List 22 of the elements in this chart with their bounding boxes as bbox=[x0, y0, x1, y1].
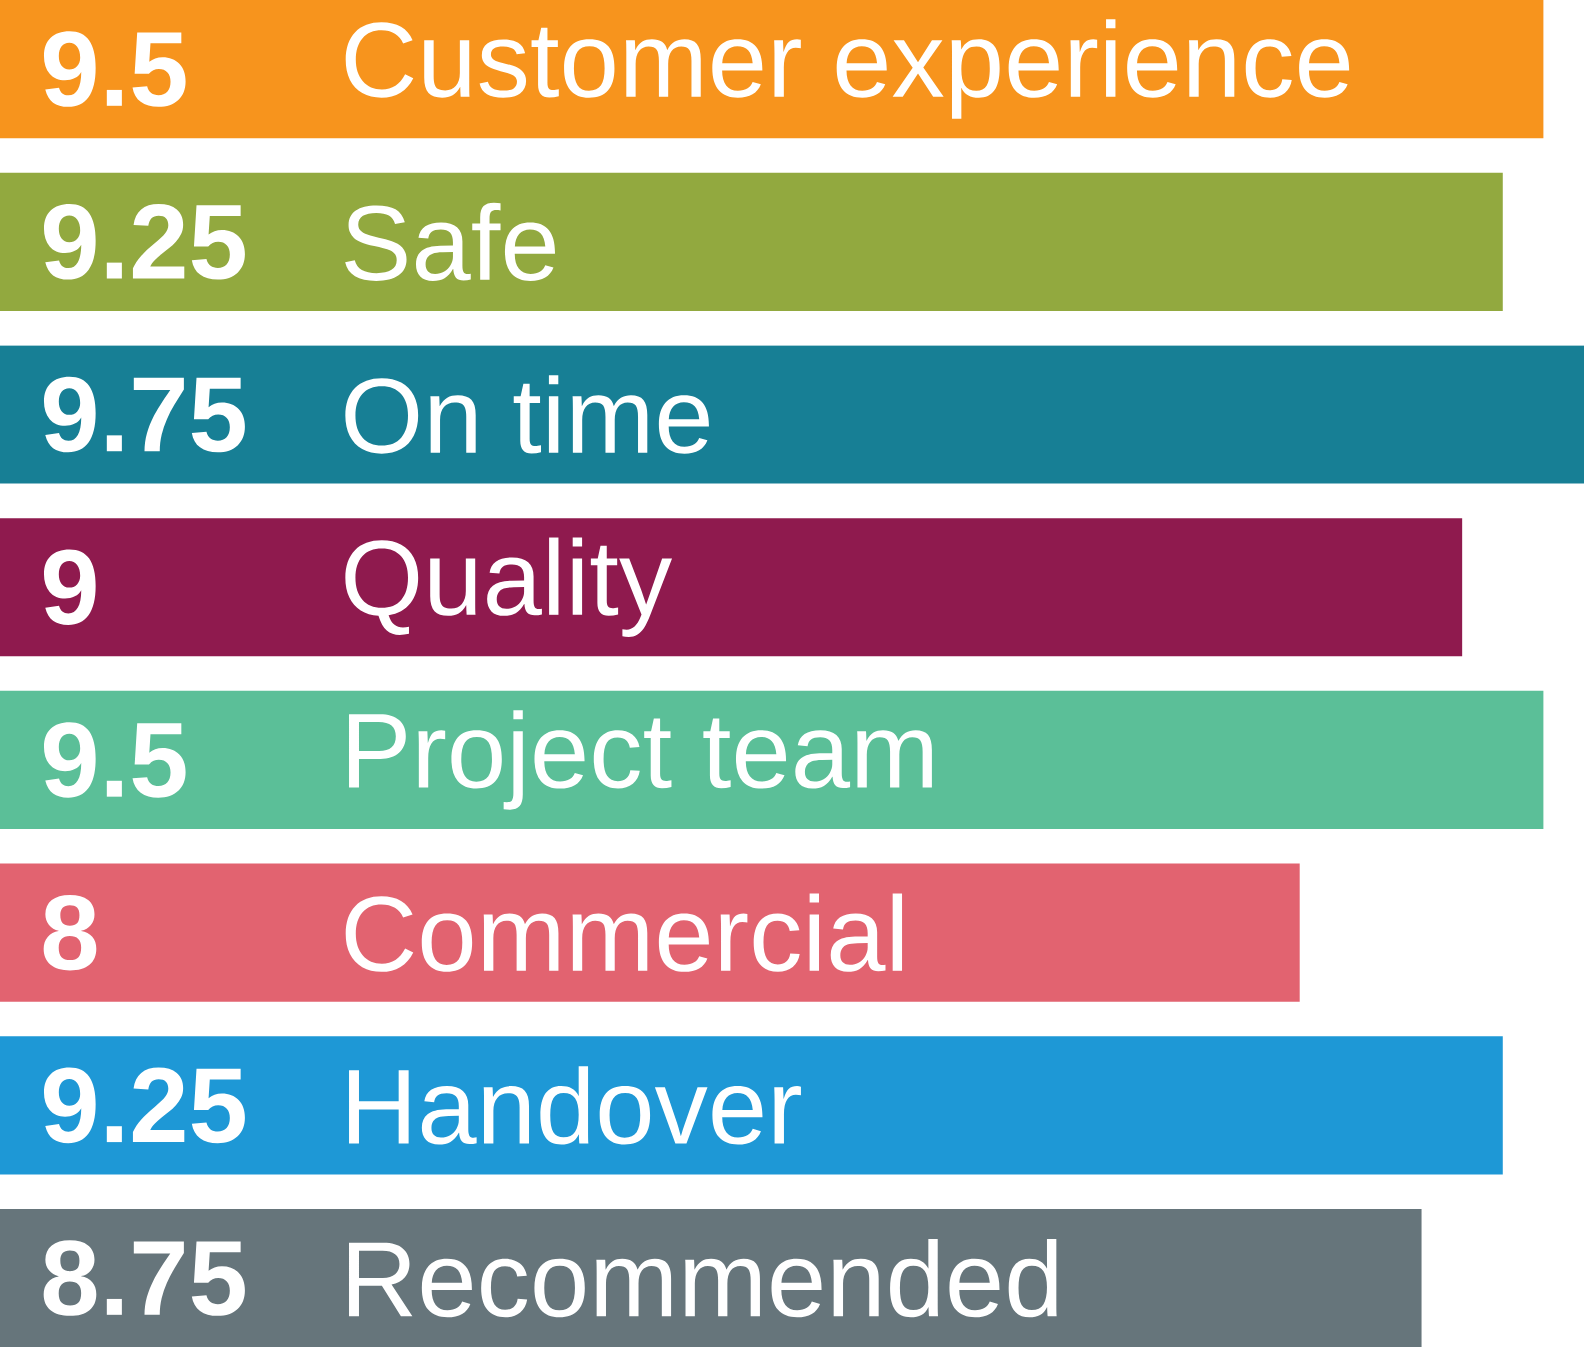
y-tick-label: On time bbox=[345, 375, 709, 454]
y-tick-label: Recommended bbox=[349, 1238, 1057, 1318]
y-tick-label: Commercial bbox=[345, 893, 903, 972]
y-tick-label: Customer experience bbox=[345, 19, 1350, 119]
data-label: 9 bbox=[43, 549, 96, 625]
data-label: 9.5 bbox=[43, 722, 186, 798]
data-label: 9.25 bbox=[43, 1067, 245, 1144]
bar bbox=[0, 518, 1463, 657]
data-label: 9.25 bbox=[43, 203, 245, 280]
bar bbox=[0, 172, 1503, 311]
y-tick-label: Project team bbox=[349, 710, 932, 810]
data-label: 9.5 bbox=[43, 31, 186, 107]
data-label: 9.75 bbox=[43, 376, 245, 453]
bar bbox=[0, 345, 1584, 484]
bar bbox=[0, 1036, 1503, 1175]
data-label: 8.75 bbox=[43, 1240, 245, 1316]
y-tick-label: Quality bbox=[345, 537, 673, 637]
bar bbox=[0, 690, 1544, 829]
bar bbox=[0, 863, 1300, 1002]
y-tick-label: Safe bbox=[345, 202, 555, 281]
data-label: 8 bbox=[43, 894, 97, 971]
y-tick-label: Handover bbox=[349, 1066, 801, 1145]
